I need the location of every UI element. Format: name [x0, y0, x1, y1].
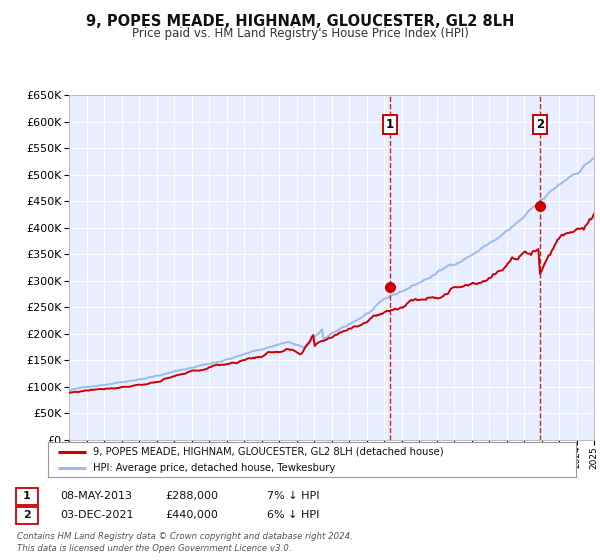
Text: 2: 2	[23, 510, 31, 520]
Text: 1: 1	[386, 118, 394, 131]
Text: 08-MAY-2013: 08-MAY-2013	[60, 491, 132, 501]
Text: 1: 1	[23, 491, 31, 501]
Text: 03-DEC-2021: 03-DEC-2021	[60, 510, 133, 520]
Text: 7% ↓ HPI: 7% ↓ HPI	[267, 491, 320, 501]
Text: HPI: Average price, detached house, Tewkesbury: HPI: Average price, detached house, Tewk…	[93, 464, 335, 473]
Text: Contains HM Land Registry data © Crown copyright and database right 2024.
This d: Contains HM Land Registry data © Crown c…	[17, 533, 353, 553]
Text: 9, POPES MEADE, HIGHNAM, GLOUCESTER, GL2 8LH: 9, POPES MEADE, HIGHNAM, GLOUCESTER, GL2…	[86, 14, 514, 29]
Text: Price paid vs. HM Land Registry's House Price Index (HPI): Price paid vs. HM Land Registry's House …	[131, 27, 469, 40]
Text: 6% ↓ HPI: 6% ↓ HPI	[267, 510, 319, 520]
Text: 9, POPES MEADE, HIGHNAM, GLOUCESTER, GL2 8LH (detached house): 9, POPES MEADE, HIGHNAM, GLOUCESTER, GL2…	[93, 447, 443, 457]
Text: £440,000: £440,000	[165, 510, 218, 520]
Text: £288,000: £288,000	[165, 491, 218, 501]
Text: 2: 2	[536, 118, 544, 131]
